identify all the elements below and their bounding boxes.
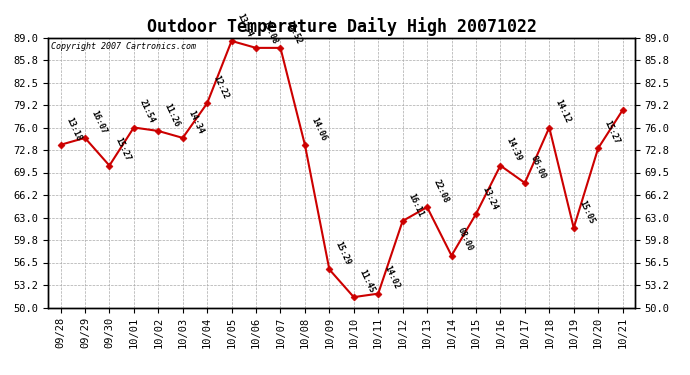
Text: 11:45: 11:45 — [358, 268, 377, 294]
Text: 15:08: 15:08 — [260, 19, 279, 45]
Text: 22:08: 22:08 — [431, 178, 450, 204]
Text: 13:52: 13:52 — [284, 19, 304, 45]
Text: 14:02: 14:02 — [382, 264, 401, 291]
Text: 13:34: 13:34 — [236, 12, 255, 38]
Text: Copyright 2007 Cartronics.com: Copyright 2007 Cartronics.com — [51, 42, 196, 51]
Title: Outdoor Temperature Daily High 20071022: Outdoor Temperature Daily High 20071022 — [146, 17, 537, 36]
Text: 13:24: 13:24 — [480, 185, 499, 211]
Text: 14:39: 14:39 — [504, 136, 523, 163]
Text: 15:05: 15:05 — [578, 199, 597, 225]
Text: 15:29: 15:29 — [333, 240, 352, 267]
Text: 13:18: 13:18 — [65, 116, 83, 142]
Text: 08:00: 08:00 — [455, 226, 475, 253]
Text: 14:12: 14:12 — [553, 98, 572, 125]
Text: 16:11: 16:11 — [407, 192, 426, 218]
Text: 11:26: 11:26 — [162, 102, 181, 128]
Text: 15:27: 15:27 — [114, 136, 132, 163]
Text: 06:00: 06:00 — [529, 154, 548, 180]
Text: 12:22: 12:22 — [211, 74, 230, 100]
Text: 16:07: 16:07 — [89, 109, 108, 135]
Text: 21:54: 21:54 — [138, 98, 157, 125]
Text: 14:34: 14:34 — [187, 109, 206, 135]
Text: 14:06: 14:06 — [309, 116, 328, 142]
Text: 15:27: 15:27 — [602, 119, 621, 146]
